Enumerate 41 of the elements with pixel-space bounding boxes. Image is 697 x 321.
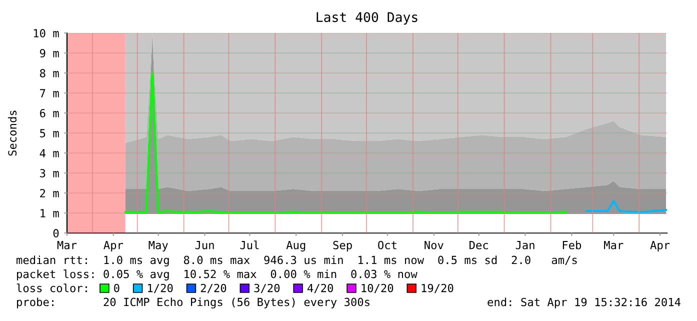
legend-title: loss color: xyxy=(16,284,87,292)
y-tick-label: 3 m xyxy=(40,169,59,178)
y-tick-label: 2 m xyxy=(40,189,59,198)
x-tick-label: Oct xyxy=(378,240,396,250)
legend-label: 0 xyxy=(114,284,120,292)
text: probe: 20 ICMP Echo Pings (56 Bytes) every 300s xyxy=(17,298,370,308)
x-tick-label: Jul xyxy=(240,240,259,250)
y-tick-label: 0 xyxy=(53,229,59,238)
line-series xyxy=(586,200,668,214)
text: packet loss: 0.05 % avg 10.52 % max 0.00 % min 0.03 % now xyxy=(17,270,418,280)
legend-label: 10/20 xyxy=(362,284,394,294)
x-tick-label: May xyxy=(148,241,168,252)
x-tick-label: Aug xyxy=(286,240,306,252)
x-tick-label: Feb xyxy=(562,240,582,250)
text: median rtt: 1.0 ms avg 8.0 ms max 946.3 us min 1.1 ms now 0.5 ms sd 2.0 am/s xyxy=(16,256,577,266)
text: end: Sat Apr 19 15:32:16 2014 xyxy=(488,298,680,308)
y-tick-label: 4 m xyxy=(40,149,59,158)
x-tick-label: Dec xyxy=(470,241,488,250)
y-tick-label: 8 m xyxy=(40,69,59,78)
x-tick-label: Mar xyxy=(604,241,624,250)
x-tick-label: Sep xyxy=(333,240,352,252)
x-tick-label: Mar xyxy=(57,241,77,250)
y-axis-title: Seconds xyxy=(8,110,17,156)
line-series xyxy=(124,72,567,214)
x-tick-label: Jan xyxy=(516,241,534,250)
x-tick-label: Jun xyxy=(195,241,214,250)
x-tick-label: Apr xyxy=(104,241,124,252)
y-tick-label: 10 m xyxy=(34,29,59,38)
chart-title: Last 400 Days xyxy=(316,12,418,25)
y-tick-label: 9 m xyxy=(40,49,59,58)
y-tick-label: 1 m xyxy=(40,209,59,218)
x-tick-label: Nov xyxy=(424,241,444,250)
legend-label: 4/20 xyxy=(308,284,333,294)
legend-label: 3/20 xyxy=(254,284,280,294)
y-tick-label: 7 m xyxy=(40,89,59,98)
legend-label: 2/20 xyxy=(200,284,226,294)
y-tick-label: 6 m xyxy=(40,109,59,118)
x-tick-label: Apr xyxy=(650,241,670,252)
legend-label: 19/20 xyxy=(422,284,454,294)
legend-label: 1/20 xyxy=(148,284,173,294)
y-tick-label: 5 m xyxy=(40,129,59,138)
